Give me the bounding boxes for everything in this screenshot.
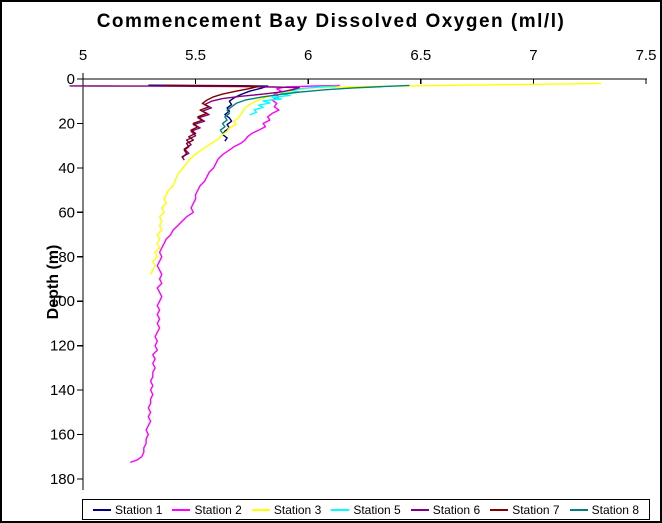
series-line-station-2 — [130, 84, 340, 463]
legend-label: Station 2 — [194, 502, 242, 517]
x-tick-label: 6 — [304, 47, 312, 64]
legend-item-station-7: Station 7 — [490, 502, 560, 517]
x-tick-label: 7.5 — [636, 47, 657, 64]
legend-label: Station 3 — [273, 502, 322, 517]
series-line-station-8 — [219, 84, 410, 134]
y-tick-label: 120 — [50, 338, 75, 355]
legend-item-station-5: Station 5 — [331, 502, 401, 517]
legend-line-sample — [490, 508, 509, 511]
legend-item-station-1: Station 1 — [93, 503, 162, 517]
legend-item-station-3: Station 3 — [251, 502, 322, 517]
legend-label: Station 1 — [115, 502, 163, 517]
y-tick-label: 180 — [50, 471, 75, 488]
legend-line-sample — [410, 508, 429, 511]
y-tick-label: 40 — [58, 160, 75, 177]
series-line-station-7 — [164, 84, 260, 159]
y-tick-label: 160 — [50, 427, 75, 444]
legend-line-sample — [172, 508, 191, 511]
legend-label: Station 6 — [432, 502, 481, 517]
x-tick-label: 5.5 — [185, 47, 206, 64]
y-tick-label: 20 — [58, 115, 75, 132]
legend-line-sample — [251, 508, 270, 511]
legend-label: Station 8 — [591, 502, 639, 517]
y-tick-label: 80 — [58, 249, 75, 266]
legend-line-sample — [93, 508, 111, 511]
y-tick-label: 100 — [50, 293, 75, 310]
legend-item-station-8: Station 8 — [569, 502, 639, 517]
x-tick-label: 5 — [79, 47, 87, 64]
series-line-station-3 — [149, 82, 602, 275]
legend-label: Station 5 — [353, 502, 401, 517]
x-tick-label: 7 — [529, 47, 537, 64]
series-line-station-6 — [69, 85, 300, 161]
legend-item-station-2: Station 2 — [172, 502, 242, 517]
y-tick-label: 0 — [67, 71, 75, 88]
y-tick-label: 60 — [58, 204, 75, 221]
y-tick-label: 140 — [50, 382, 75, 399]
legend-label: Station 7 — [512, 502, 560, 517]
series-line-station-1 — [148, 84, 269, 142]
chart-title: Commencement Bay Dissolved Oxygen (ml/l) — [96, 11, 566, 32]
legend-line-sample — [331, 508, 350, 511]
legend-line-sample — [569, 508, 588, 511]
legend-item-station-6: Station 6 — [410, 502, 481, 517]
x-tick-label: 6.5 — [410, 47, 431, 64]
legend: Station 1 Station 2 Station 3 Station 5 Stat… — [82, 499, 650, 520]
series-line-station-5 — [249, 85, 338, 116]
